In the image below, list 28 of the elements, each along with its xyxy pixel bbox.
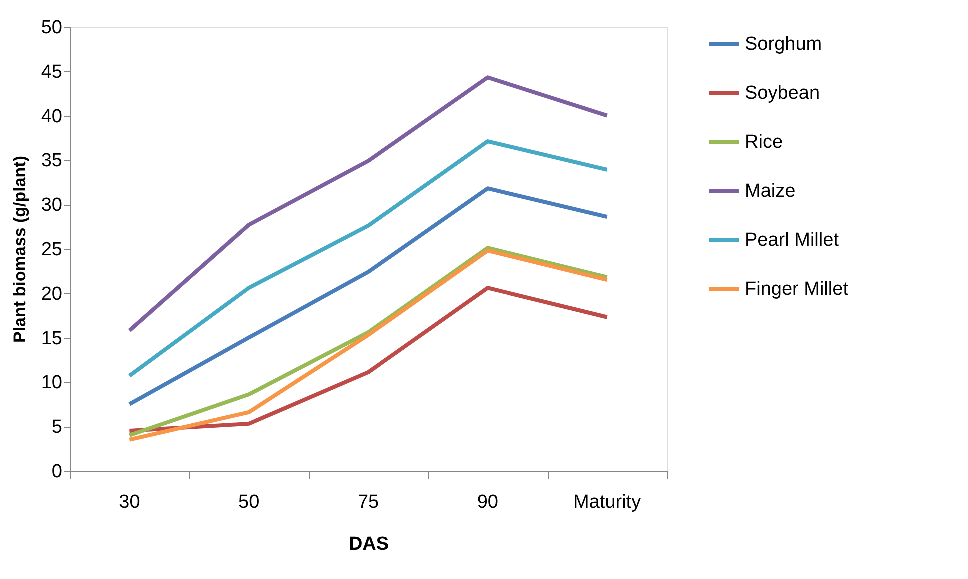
legend-label: Sorghum bbox=[745, 34, 822, 55]
y-tick-label: 45 bbox=[41, 62, 62, 83]
y-tick-label: 10 bbox=[41, 372, 62, 394]
line-series bbox=[128, 286, 610, 434]
x-tick-label: 30 bbox=[119, 492, 140, 513]
y-tick-label: 15 bbox=[41, 328, 62, 350]
y-tick-label: 40 bbox=[41, 106, 62, 128]
y-tick-label: 0 bbox=[52, 462, 62, 482]
legend-label: Finger Millet bbox=[745, 279, 850, 300]
x-tick-label: 50 bbox=[238, 492, 260, 513]
legend-label: Pearl Millet bbox=[745, 230, 840, 251]
x-axis-title: DAS bbox=[348, 534, 390, 555]
x-tick-label: 90 bbox=[477, 492, 498, 513]
y-tick-label: 30 bbox=[41, 195, 62, 216]
y-tick-label: 50 bbox=[41, 18, 62, 38]
x-tick-label: Maturity bbox=[574, 492, 642, 513]
y-tick-label: 20 bbox=[41, 284, 62, 305]
legend-label: Maize bbox=[745, 181, 796, 202]
line-series bbox=[128, 186, 610, 406]
y-tick-label: 35 bbox=[41, 150, 62, 172]
legend-label: Soybean bbox=[745, 83, 820, 104]
legend-label: Rice bbox=[745, 132, 784, 153]
y-axis-title: Plant biomass (g/plant) bbox=[10, 156, 30, 344]
y-tick-label: 5 bbox=[52, 417, 62, 438]
x-tick-label: 75 bbox=[358, 492, 380, 513]
y-tick-label: 25 bbox=[41, 240, 62, 260]
line-series bbox=[128, 76, 610, 333]
line-series bbox=[128, 140, 610, 378]
